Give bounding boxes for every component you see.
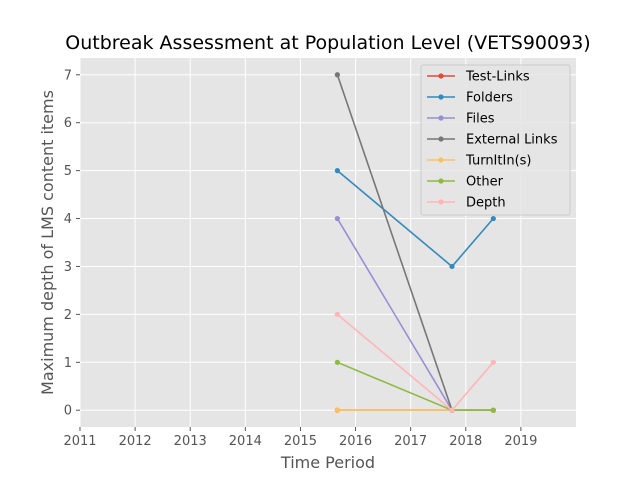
data-point-folders: [490, 215, 496, 222]
data-point-depth: [449, 407, 455, 413]
legend-marker-external-links: [438, 136, 444, 142]
y-tick-label: 1: [64, 356, 72, 371]
legend-marker-folders: [438, 94, 444, 100]
y-tick-label: 5: [64, 164, 72, 179]
legend-marker-files: [438, 115, 444, 121]
legend-label-test-links: Test-Links: [465, 70, 530, 85]
series-lines: [334, 72, 496, 413]
x-tick-label: 2019: [504, 434, 537, 449]
y-tick-label: 2: [64, 308, 72, 323]
legend-label-external-links: External Links: [466, 133, 558, 148]
legend-label-turnitin-s: TurnItIn(s): [465, 154, 531, 169]
legend-label-folders: Folders: [466, 91, 513, 106]
legend-marker-turnitin-s: [438, 157, 444, 163]
data-point-other: [334, 359, 340, 365]
data-point-depth: [490, 359, 496, 365]
y-axis-label: Maximum depth of LMS content items: [38, 90, 57, 395]
x-axis-ticks: 2011 2012 2013 2014 2015 2016 2017 2018 2019: [63, 427, 537, 449]
x-tick-label: 2011: [63, 434, 96, 449]
x-tick-label: 2012: [119, 434, 152, 449]
data-point-other: [490, 407, 496, 413]
legend-box: [420, 64, 571, 216]
data-point-turnitin-s: [334, 407, 340, 413]
legend-marker-test-links: [438, 73, 444, 79]
legend-label-depth: Depth: [466, 196, 506, 211]
x-tick-label: 2015: [284, 434, 317, 449]
x-tick-label: 2017: [394, 434, 427, 449]
y-tick-label: 6: [64, 116, 72, 131]
legend-label-other: Other: [466, 175, 504, 190]
grid-lines: [79, 58, 576, 427]
legend-label-files: Files: [466, 112, 495, 127]
x-tick-label: 2014: [229, 434, 262, 449]
y-tick-label: 0: [64, 404, 72, 419]
legend-marker-depth: [438, 199, 444, 205]
x-tick-label: 2013: [174, 434, 207, 449]
data-point-folders: [334, 168, 340, 174]
legend-marker-other: [438, 178, 444, 184]
y-tick-label: 4: [64, 212, 72, 227]
y-tick-label: 7: [64, 68, 72, 83]
x-axis-label: Time Period: [280, 453, 375, 472]
data-point-depth: [334, 311, 340, 317]
x-tick-label: 2016: [339, 434, 372, 449]
data-point-external-links: [334, 72, 340, 78]
legend: Test-Links Folders Files External Links Turn…: [420, 64, 571, 216]
y-tick-label: 3: [64, 260, 72, 275]
y-axis-ticks: 0 1 2 3 4 5 6 7: [64, 68, 80, 419]
data-point-files: [334, 215, 340, 222]
x-tick-label: 2018: [449, 434, 482, 449]
data-point-folders: [449, 263, 455, 270]
chart-title: Outbreak Assessment at Population Level …: [65, 32, 590, 54]
